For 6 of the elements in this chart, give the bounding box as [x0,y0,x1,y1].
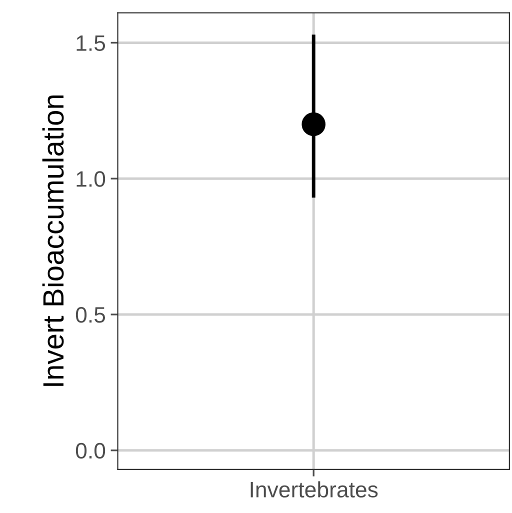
y-tick-label: 0.5 [76,307,106,323]
y-tick-label: 1.5 [76,35,106,51]
y-tick-label: 1.0 [76,171,106,187]
x-tick-label: Invertebrates [250,481,378,498]
y-axis-title: Invert Bioaccumulation [42,95,64,386]
y-tick-label: 0.0 [76,442,106,459]
